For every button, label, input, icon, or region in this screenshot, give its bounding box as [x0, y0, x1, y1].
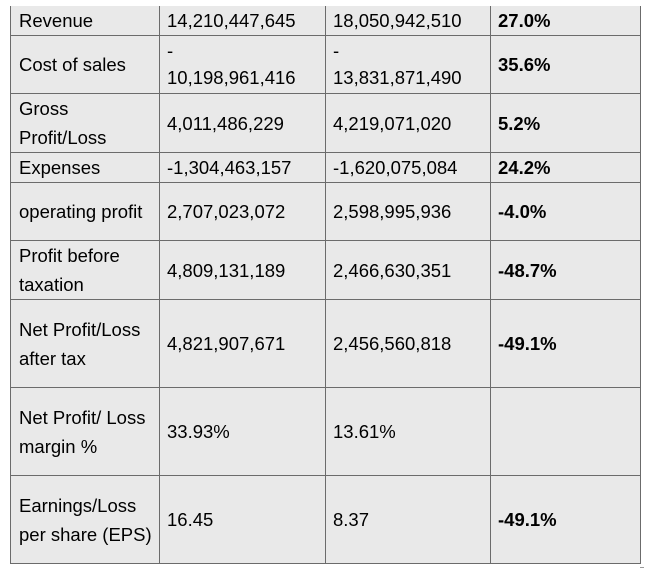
change-percent: -48.7% [490, 240, 641, 300]
cell-value: -1,620,075,084 [325, 152, 491, 183]
cell-value: 4,809,131,189 [159, 240, 326, 300]
cell-value: 2,466,630,351 [325, 240, 491, 300]
change-percent: -49.1% [490, 299, 641, 388]
cell-number: 13,831,871,490 [333, 67, 462, 88]
change-percent: -4.0% [490, 182, 641, 241]
cell-value: 4,011,486,229 [159, 93, 326, 153]
table-row: Gross Profit/Loss 4,011,486,229 4,219,07… [10, 93, 641, 153]
change-percent [490, 387, 641, 476]
change-percent: 24.2% [490, 152, 641, 183]
cell-value: 16.45 [159, 475, 326, 564]
row-label: Revenue [10, 6, 160, 36]
cell-value: 2,456,560,818 [325, 299, 491, 388]
table-row: Net Profit/Loss after tax 4,821,907,671 … [10, 299, 641, 388]
table-row: operating profit 2,707,023,072 2,598,995… [10, 182, 641, 241]
table-row: Revenue 14,210,447,645 18,050,942,510 27… [10, 6, 641, 36]
cell-value: 33.93% [159, 387, 326, 476]
cell-value: 14,210,447,645 [159, 6, 326, 36]
change-percent: 27.0% [490, 6, 641, 36]
table-row: Net Profit/ Loss margin % 33.93% 13.61% [10, 387, 641, 476]
row-label: operating profit [10, 182, 160, 241]
row-label: Gross Profit/Loss [10, 93, 160, 153]
row-label: Earnings/Loss per share (EPS) [10, 475, 160, 564]
cell-value: - 10,198,961,416 [159, 35, 326, 94]
cell-number: 10,198,961,416 [167, 67, 296, 88]
table-row: Earnings/Loss per share (EPS) 16.45 8.37… [10, 475, 641, 564]
cell-value: 13.61% [325, 387, 491, 476]
row-label: Profit before taxation [10, 240, 160, 300]
minus-sign: - [167, 40, 174, 61]
cell-value: 8.37 [325, 475, 491, 564]
table-row: Cost of sales - 10,198,961,416 - 13,831,… [10, 35, 641, 94]
change-percent: -49.1% [490, 475, 641, 564]
cell-value: - 13,831,871,490 [325, 35, 491, 94]
minus-sign: - [333, 40, 340, 61]
page-corner-mark [640, 567, 644, 568]
cell-value: -1,304,463,157 [159, 152, 326, 183]
table-row: Expenses -1,304,463,157 -1,620,075,084 2… [10, 152, 641, 183]
cell-value: 4,219,071,020 [325, 93, 491, 153]
cell-value: 18,050,942,510 [325, 6, 491, 36]
cell-value: 2,598,995,936 [325, 182, 491, 241]
row-label: Expenses [10, 152, 160, 183]
change-percent: 5.2% [490, 93, 641, 153]
table-row: Profit before taxation 4,809,131,189 2,4… [10, 240, 641, 300]
row-label: Cost of sales [10, 35, 160, 94]
financial-summary-table: Revenue 14,210,447,645 18,050,942,510 27… [10, 6, 641, 564]
row-label: Net Profit/ Loss margin % [10, 387, 160, 476]
change-percent: 35.6% [490, 35, 641, 94]
row-label: Net Profit/Loss after tax [10, 299, 160, 388]
cell-value: 4,821,907,671 [159, 299, 326, 388]
cell-value: 2,707,023,072 [159, 182, 326, 241]
